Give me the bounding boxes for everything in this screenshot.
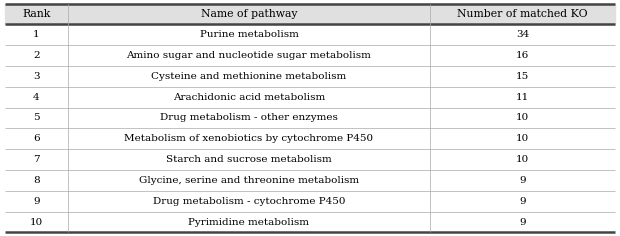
Text: 16: 16 xyxy=(516,51,529,60)
Text: Amino sugar and nucleotide sugar metabolism: Amino sugar and nucleotide sugar metabol… xyxy=(126,51,371,60)
Text: 10: 10 xyxy=(516,134,529,143)
Text: Cysteine and methionine metabolism: Cysteine and methionine metabolism xyxy=(151,72,347,81)
Text: Arachidonic acid metabolism: Arachidonic acid metabolism xyxy=(173,93,325,102)
Text: Starch and sucrose metabolism: Starch and sucrose metabolism xyxy=(166,155,332,164)
Text: 3: 3 xyxy=(33,72,40,81)
Text: Rank: Rank xyxy=(22,9,51,19)
Text: 10: 10 xyxy=(516,114,529,122)
Text: 8: 8 xyxy=(33,176,40,185)
Text: 10: 10 xyxy=(516,155,529,164)
Text: Number of matched KO: Number of matched KO xyxy=(458,9,588,19)
Text: Metabolism of xenobiotics by cytochrome P450: Metabolism of xenobiotics by cytochrome … xyxy=(125,134,374,143)
Text: 10: 10 xyxy=(30,218,43,227)
Text: 7: 7 xyxy=(33,155,40,164)
Text: 9: 9 xyxy=(520,176,526,185)
Text: Glycine, serine and threonine metabolism: Glycine, serine and threonine metabolism xyxy=(139,176,359,185)
Text: Drug metabolism - other enzymes: Drug metabolism - other enzymes xyxy=(160,114,338,122)
Text: 4: 4 xyxy=(33,93,40,102)
Text: 15: 15 xyxy=(516,72,529,81)
Text: Purine metabolism: Purine metabolism xyxy=(200,30,298,39)
Text: 34: 34 xyxy=(516,30,529,39)
Text: 2: 2 xyxy=(33,51,40,60)
Text: Name of pathway: Name of pathway xyxy=(201,9,297,19)
Text: 5: 5 xyxy=(33,114,40,122)
Text: 6: 6 xyxy=(33,134,40,143)
Text: Drug metabolism - cytochrome P450: Drug metabolism - cytochrome P450 xyxy=(153,197,345,206)
Bar xyxy=(5,4,615,24)
Text: 11: 11 xyxy=(516,93,529,102)
Text: Pyrimidine metabolism: Pyrimidine metabolism xyxy=(188,218,309,227)
Text: 1: 1 xyxy=(33,30,40,39)
Text: 9: 9 xyxy=(520,218,526,227)
Text: 9: 9 xyxy=(33,197,40,206)
Text: 9: 9 xyxy=(520,197,526,206)
